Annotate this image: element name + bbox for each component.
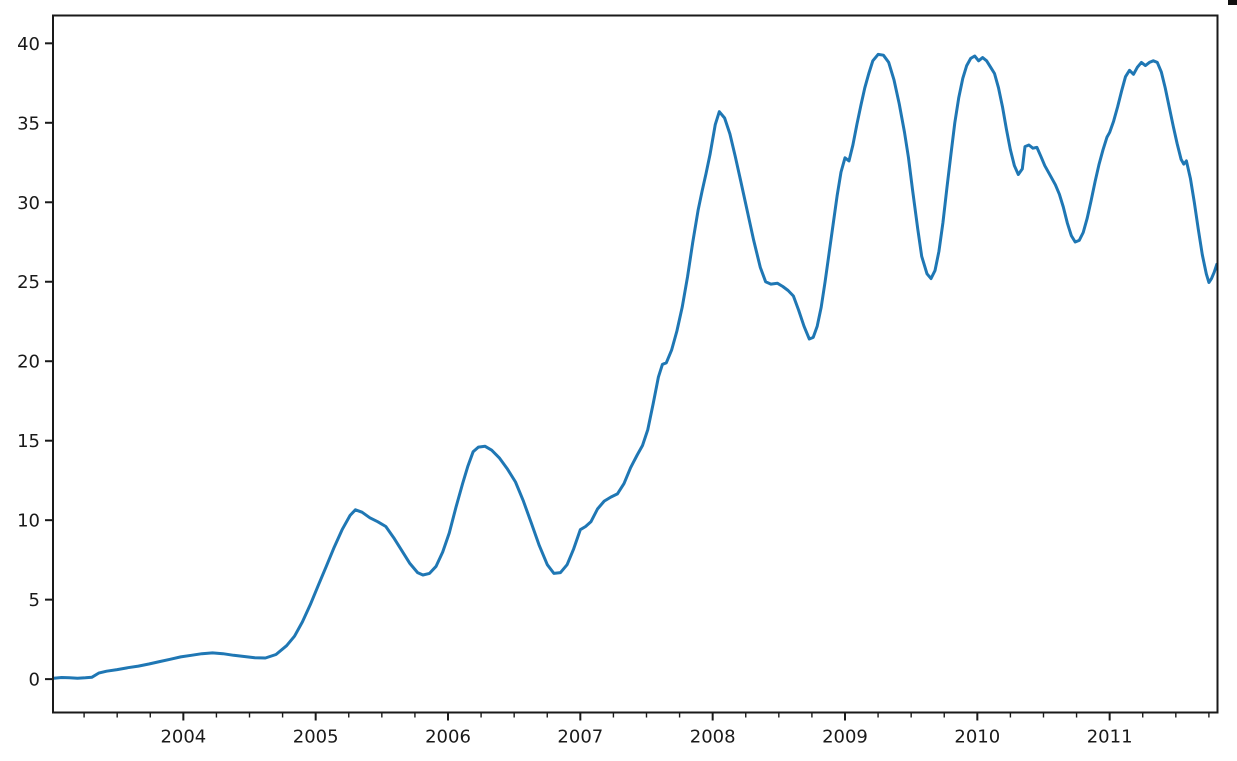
x-tick-label: 2010	[954, 727, 1000, 748]
corner-artifact	[1228, 0, 1237, 5]
x-tick-label: 2006	[425, 727, 471, 748]
axes-spines	[52, 14, 1219, 714]
y-tick-label: 5	[29, 590, 40, 611]
series-line	[52, 52, 1219, 680]
y-tick-label: 30	[17, 193, 40, 214]
x-tick-label: 2008	[690, 727, 736, 748]
x-tick-label: 2011	[1087, 727, 1133, 748]
x-tick-label: 2007	[557, 727, 603, 748]
series-path-series-1	[52, 52, 1219, 680]
x-axis: 2004 2005 2006 2007 2008 2009 2010 2011	[83, 712, 1210, 748]
y-axis: 0 5 10 15 20 25 30 35 40	[17, 34, 53, 691]
y-tick-label: 25	[17, 272, 40, 293]
y-tick-label: 35	[17, 113, 40, 134]
y-tick-label: 0	[29, 670, 40, 691]
y-tick-label: 20	[17, 352, 40, 373]
x-tick-label: 2004	[160, 727, 206, 748]
y-tick-label: 10	[17, 511, 40, 532]
x-tick-label: 2009	[822, 727, 868, 748]
x-tick-label: 2005	[293, 727, 339, 748]
plot-area	[53, 15, 1218, 713]
y-tick-label: 40	[17, 34, 40, 55]
y-tick-label: 15	[17, 431, 40, 452]
